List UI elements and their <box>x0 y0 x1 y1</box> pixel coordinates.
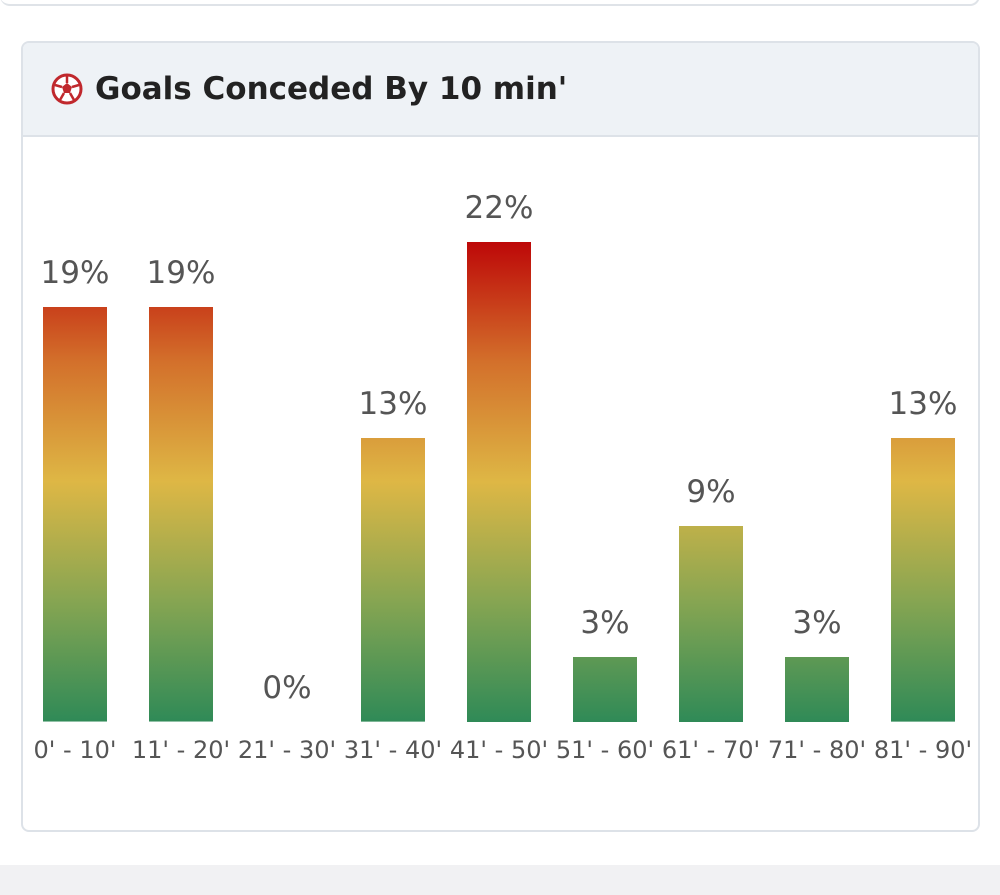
x-tick-label: 11' - 20' <box>131 736 231 764</box>
chart-title: Goals Conceded By 10 min' <box>95 71 568 107</box>
value-label: 22% <box>464 190 534 226</box>
x-tick-label: 41' - 50' <box>449 736 549 764</box>
bar <box>361 438 425 722</box>
value-label: 19% <box>40 255 110 292</box>
bar <box>785 656 849 722</box>
x-tick-label: 81' - 90' <box>873 736 973 764</box>
value-label: 13% <box>888 386 958 423</box>
x-tick-label: 71' - 80' <box>767 736 867 764</box>
x-tick-label: 61' - 70' <box>661 736 761 764</box>
value-label: 0% <box>262 670 312 706</box>
page-background <box>0 865 1000 895</box>
x-tick-label: 51' - 60' <box>555 736 655 764</box>
card-header: Goals Conceded By 10 min' <box>23 43 978 137</box>
value-label: 9% <box>686 473 736 510</box>
x-tick-label: 0' - 10' <box>33 736 117 764</box>
value-label: 3% <box>580 604 630 641</box>
previous-card <box>0 0 980 6</box>
ball-icon <box>51 73 83 105</box>
value-label: 19% <box>146 255 216 292</box>
value-label: 3% <box>792 604 842 641</box>
value-label: 13% <box>358 386 428 423</box>
x-tick-label: 21' - 30' <box>237 736 337 764</box>
bar <box>149 307 213 722</box>
bar <box>891 438 955 722</box>
bar <box>43 307 107 722</box>
x-tick-label: 31' - 40' <box>343 736 443 764</box>
bar <box>679 525 743 722</box>
bar <box>573 656 637 722</box>
bar <box>467 242 531 722</box>
